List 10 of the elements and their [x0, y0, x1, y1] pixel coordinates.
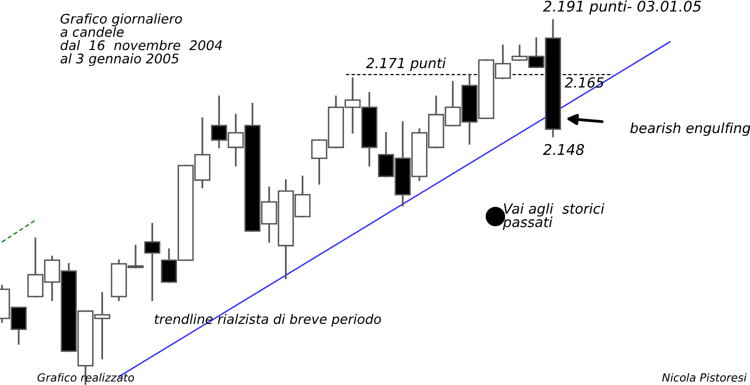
annotation: 2.165 [564, 77, 604, 88]
annotation: trendline rialzista di breve periodo [154, 314, 381, 327]
annotation: Nicola Pistoresi [662, 373, 747, 382]
annotation: Vai agli storici passati [502, 203, 604, 230]
text: Grafico giornaliero a candele dal 16 novembre 2004 al 3 gennaio 2005 [60, 13, 222, 66]
ref-line-label: 2.171 punti [366, 58, 446, 71]
annotation: bearish engulfing [630, 122, 750, 136]
text: 2.191 punti- 03.01.05 [543, 0, 701, 15]
annotation: 2.148 [543, 144, 584, 156]
candlestick [144, 222, 160, 302]
